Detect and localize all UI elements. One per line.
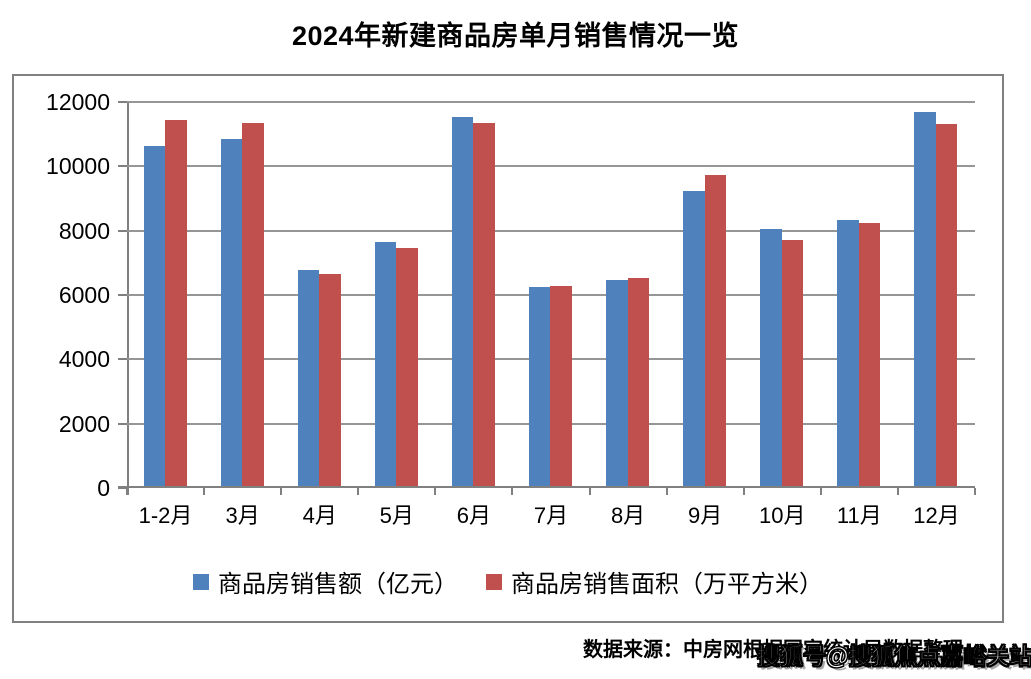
bar-商品房销售面积（万平方米）-3月 [242,122,264,486]
legend-label: 商品房销售额（亿元） [218,571,458,598]
chart-frame: 1-2月 3月 4月 5月 6月 7月 8月 9月 10月 11月 12月 商品房销售额（亿元） 商品… [12,74,1004,623]
plot-area [118,101,976,495]
chart-title: 2024年新建商品房单月销售情况一览 [291,21,740,51]
x-tick-9 [819,488,822,495]
bar-商品房销售额（亿元）-1-2月 [143,146,165,486]
x-tick-7 [665,488,668,495]
y-tick-6000 [118,294,127,296]
gridline-10000 [127,165,975,168]
x-axis-labels: 1-2月 3月 4月 5月 6月 7月 8月 9月 10月 11月 12月 [127,501,975,531]
x-axis-label: 3月 [225,503,260,528]
bar-商品房销售面积（万平方米）-9月 [704,174,727,486]
legend-swatch [486,573,502,590]
bar-商品房销售额（亿元）-9月 [683,191,705,486]
bar-商品房销售额（亿元）-3月 [220,138,243,486]
legend-entry: 商品房销售额（亿元） [193,564,458,599]
y-tick-4000 [118,358,127,361]
y-axis-line [127,102,129,495]
y-axis-label: 8000 [58,217,110,244]
x-tick-6 [588,488,591,495]
y-axis-label: 6000 [58,282,110,308]
x-axis-label: 5月 [379,503,414,528]
bar-商品房销售面积（万平方米）-8月 [627,278,650,486]
bar-商品房销售额（亿元）-8月 [606,280,628,486]
bar-商品房销售面积（万平方米）-7月 [550,285,572,486]
bar-商品房销售额（亿元）-6月 [451,117,474,486]
x-axis-label: 4月 [302,503,337,528]
bar-商品房销售额（亿元）-12月 [914,112,936,486]
legend-entry: 商品房销售面积（万平方米） [486,564,823,599]
y-tick-0 [118,487,127,489]
x-tick-8 [742,488,745,495]
x-tick-1 [203,488,206,495]
legend-label: 商品房销售面积（万平方米） [511,571,823,598]
bar-商品房销售面积（万平方米）-6月 [473,123,495,486]
bar-商品房销售面积（万平方米）-1-2月 [165,120,187,486]
bar-商品房销售面积（万平方米）-5月 [396,248,418,486]
x-tick-3 [357,488,360,495]
bar-商品房销售额（亿元）-10月 [760,229,782,486]
bar-商品房销售额（亿元）-7月 [528,286,551,486]
x-axis-label: 11月 [836,503,882,528]
bar-商品房销售额（亿元）-5月 [374,241,397,486]
legend: 商品房销售额（亿元） 商品房销售面积（万平方米） [14,564,1002,599]
y-axis-label: 12000 [46,89,110,115]
x-axis-label: 1-2月 [138,503,193,528]
x-axis-label: 9月 [688,503,723,528]
watermark: 搜狐号@搜狐焦点嘉峪关站 [757,643,1031,670]
y-tick-2000 [118,422,127,425]
x-axis-label: 7月 [533,503,569,528]
bar-商品房销售面积（万平方米）-10月 [781,240,804,486]
gridline-12000 [127,101,975,103]
bar-商品房销售面积（万平方米）-4月 [319,274,341,486]
bar-商品房销售额（亿元）-11月 [837,219,859,486]
x-tick-4 [434,488,437,495]
x-axis-label: 10月 [759,503,806,528]
x-tick-2 [280,488,283,495]
x-tick-11 [974,488,976,495]
bar-商品房销售面积（万平方米）-11月 [858,222,881,486]
x-axis-label: 8月 [610,503,646,528]
legend-swatch [193,573,209,590]
gridline-8000 [127,229,975,232]
x-axis-label: 12月 [913,503,960,528]
y-axis-label: 4000 [58,346,110,373]
x-tick-0 [126,488,128,495]
x-tick-5 [511,488,514,495]
y-axis-label: 10000 [46,153,110,180]
source-text: 数据来源：中房网根据国家统计局数据整理 [583,639,963,661]
bar-商品房销售面积（万平方米）-12月 [935,123,958,486]
y-tick-10000 [118,165,127,168]
bar-商品房销售额（亿元）-4月 [297,270,320,486]
x-tick-10 [896,488,899,495]
y-axis-label: 2000 [58,410,110,437]
x-axis-line [118,486,975,488]
x-axis-label: 6月 [456,503,492,528]
y-tick-12000 [118,101,127,103]
y-tick-8000 [118,229,127,232]
y-axis-label: 0 [97,475,110,501]
